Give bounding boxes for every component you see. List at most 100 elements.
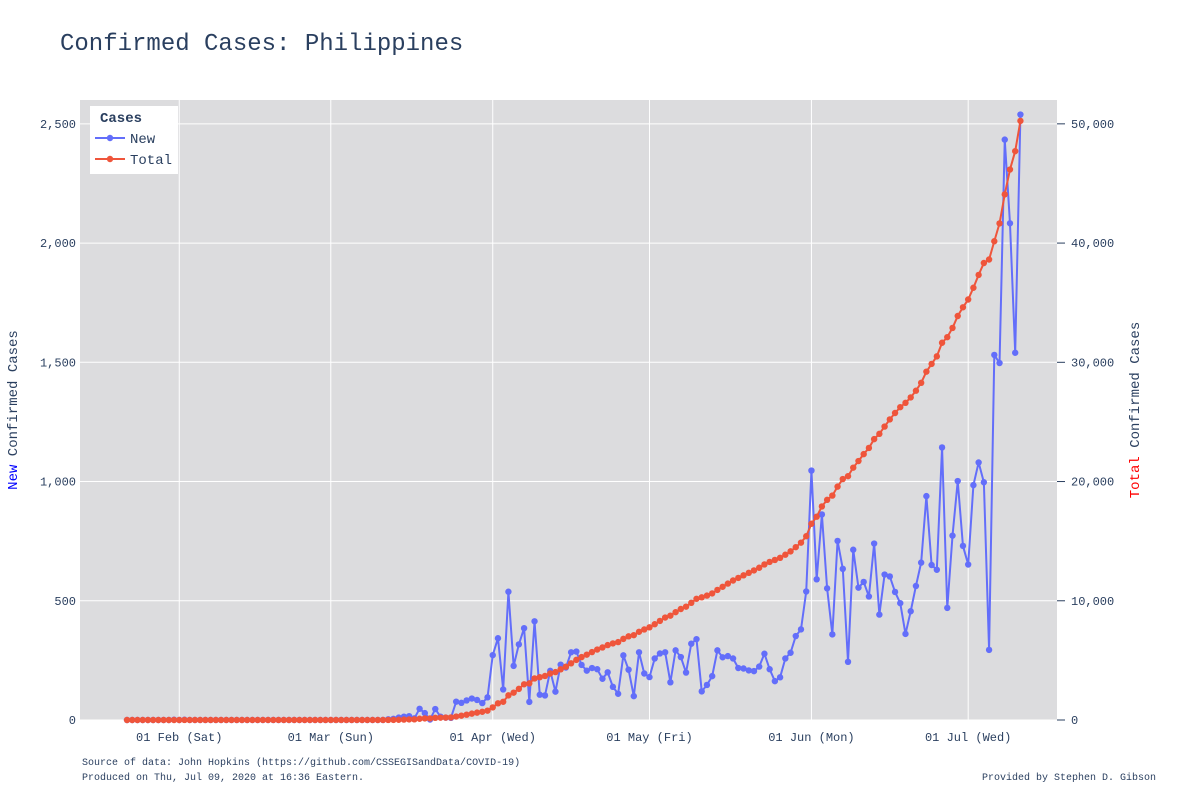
data-point-new[interactable] xyxy=(985,646,993,654)
data-point-new[interactable] xyxy=(458,699,465,707)
data-point-new[interactable] xyxy=(823,585,831,592)
data-point-new[interactable] xyxy=(991,351,998,359)
data-point-total[interactable] xyxy=(693,595,700,602)
data-point-total[interactable] xyxy=(907,394,914,401)
data-point-total[interactable] xyxy=(306,716,314,724)
data-point-total[interactable] xyxy=(510,689,517,696)
data-point-total[interactable] xyxy=(766,558,773,566)
data-point-total[interactable] xyxy=(421,715,429,722)
data-point-total[interactable] xyxy=(792,543,799,551)
data-point-total[interactable] xyxy=(923,368,930,375)
data-point-total[interactable] xyxy=(797,539,805,546)
data-point-total[interactable] xyxy=(1006,166,1014,173)
data-point-total[interactable] xyxy=(938,339,946,346)
data-point-total[interactable] xyxy=(134,716,141,724)
data-point-total[interactable] xyxy=(191,716,199,724)
data-point-total[interactable] xyxy=(473,709,481,716)
data-point-total[interactable] xyxy=(181,716,188,724)
data-point-new[interactable] xyxy=(588,664,596,672)
data-point-total[interactable] xyxy=(745,569,752,577)
data-point-total[interactable] xyxy=(275,716,282,724)
data-point-total[interactable] xyxy=(520,681,528,688)
data-point-new[interactable] xyxy=(719,654,726,661)
data-point-total[interactable] xyxy=(144,716,152,724)
data-point-new[interactable] xyxy=(708,672,716,680)
data-point-total[interactable] xyxy=(719,583,726,590)
data-point-total[interactable] xyxy=(400,716,408,723)
data-point-total[interactable] xyxy=(243,716,251,724)
data-point-new[interactable] xyxy=(468,695,476,702)
data-point-new[interactable] xyxy=(484,694,491,701)
data-point-total[interactable] xyxy=(238,716,246,724)
data-point-total[interactable] xyxy=(756,564,763,571)
data-point-total[interactable] xyxy=(902,399,909,407)
data-point-new[interactable] xyxy=(463,697,470,704)
data-point-new[interactable] xyxy=(975,459,982,466)
data-point-total[interactable] xyxy=(677,605,685,613)
data-point-new[interactable] xyxy=(865,593,873,600)
data-point-new[interactable] xyxy=(876,611,883,618)
data-point-new[interactable] xyxy=(499,686,507,693)
data-point-total[interactable] xyxy=(599,644,606,651)
legend[interactable]: Cases New Total xyxy=(90,106,178,174)
data-point-new[interactable] xyxy=(980,479,988,486)
data-point-new[interactable] xyxy=(630,692,638,700)
data-point-new[interactable] xyxy=(1017,111,1024,118)
data-point-total[interactable] xyxy=(912,387,920,394)
data-point-new[interactable] xyxy=(813,576,820,583)
data-point-total[interactable] xyxy=(426,715,434,722)
data-point-total[interactable] xyxy=(729,577,737,584)
data-point-total[interactable] xyxy=(891,409,899,417)
data-point-new[interactable] xyxy=(1001,136,1008,143)
data-point-new[interactable] xyxy=(803,588,810,595)
data-point-total[interactable] xyxy=(614,638,622,646)
data-point-new[interactable] xyxy=(844,658,852,666)
data-point-new[interactable] xyxy=(886,573,894,580)
data-point-total[interactable] xyxy=(129,716,136,724)
data-point-new[interactable] xyxy=(881,571,888,578)
data-point-total[interactable] xyxy=(317,716,324,724)
data-point-total[interactable] xyxy=(358,716,366,724)
data-point-total[interactable] xyxy=(489,704,496,711)
data-point-total[interactable] xyxy=(494,700,502,707)
data-point-new[interactable] xyxy=(917,559,925,566)
data-point-new[interactable] xyxy=(688,640,695,647)
data-point-total[interactable] xyxy=(484,707,491,714)
data-point-new[interactable] xyxy=(745,667,752,674)
data-point-new[interactable] xyxy=(594,666,601,673)
data-point-total[interactable] xyxy=(343,716,350,724)
data-point-new[interactable] xyxy=(933,566,941,573)
data-point-total[interactable] xyxy=(761,561,768,568)
data-point-new[interactable] xyxy=(541,692,549,699)
data-point-total[interactable] xyxy=(651,621,658,628)
data-point-new[interactable] xyxy=(870,540,878,547)
data-point-total[interactable] xyxy=(1012,147,1019,155)
data-point-new[interactable] xyxy=(583,667,590,674)
data-point-total[interactable] xyxy=(285,716,293,724)
data-point-new[interactable] xyxy=(959,542,967,550)
data-point-new[interactable] xyxy=(656,650,664,657)
data-point-total[interactable] xyxy=(332,716,340,724)
data-point-new[interactable] xyxy=(714,647,721,654)
data-point-total[interactable] xyxy=(176,716,183,724)
data-point-new[interactable] xyxy=(724,652,732,660)
data-point-new[interactable] xyxy=(567,649,575,656)
data-point-total[interactable] xyxy=(437,714,444,721)
data-point-new[interactable] xyxy=(829,631,836,638)
data-point-total[interactable] xyxy=(985,256,993,263)
data-point-total[interactable] xyxy=(672,608,679,616)
data-point-total[interactable] xyxy=(573,656,580,664)
data-point-total[interactable] xyxy=(364,716,371,724)
data-point-total[interactable] xyxy=(562,663,570,670)
data-point-total[interactable] xyxy=(536,673,543,681)
data-point-new[interactable] xyxy=(954,477,961,485)
data-point-new[interactable] xyxy=(949,532,956,539)
data-point-total[interactable] xyxy=(808,520,815,527)
data-point-total[interactable] xyxy=(844,472,852,480)
data-point-total[interactable] xyxy=(395,716,402,723)
data-point-new[interactable] xyxy=(912,582,920,590)
data-point-total[interactable] xyxy=(928,360,935,368)
data-point-total[interactable] xyxy=(207,716,214,724)
data-point-total[interactable] xyxy=(249,716,256,724)
data-point-total[interactable] xyxy=(959,304,967,311)
